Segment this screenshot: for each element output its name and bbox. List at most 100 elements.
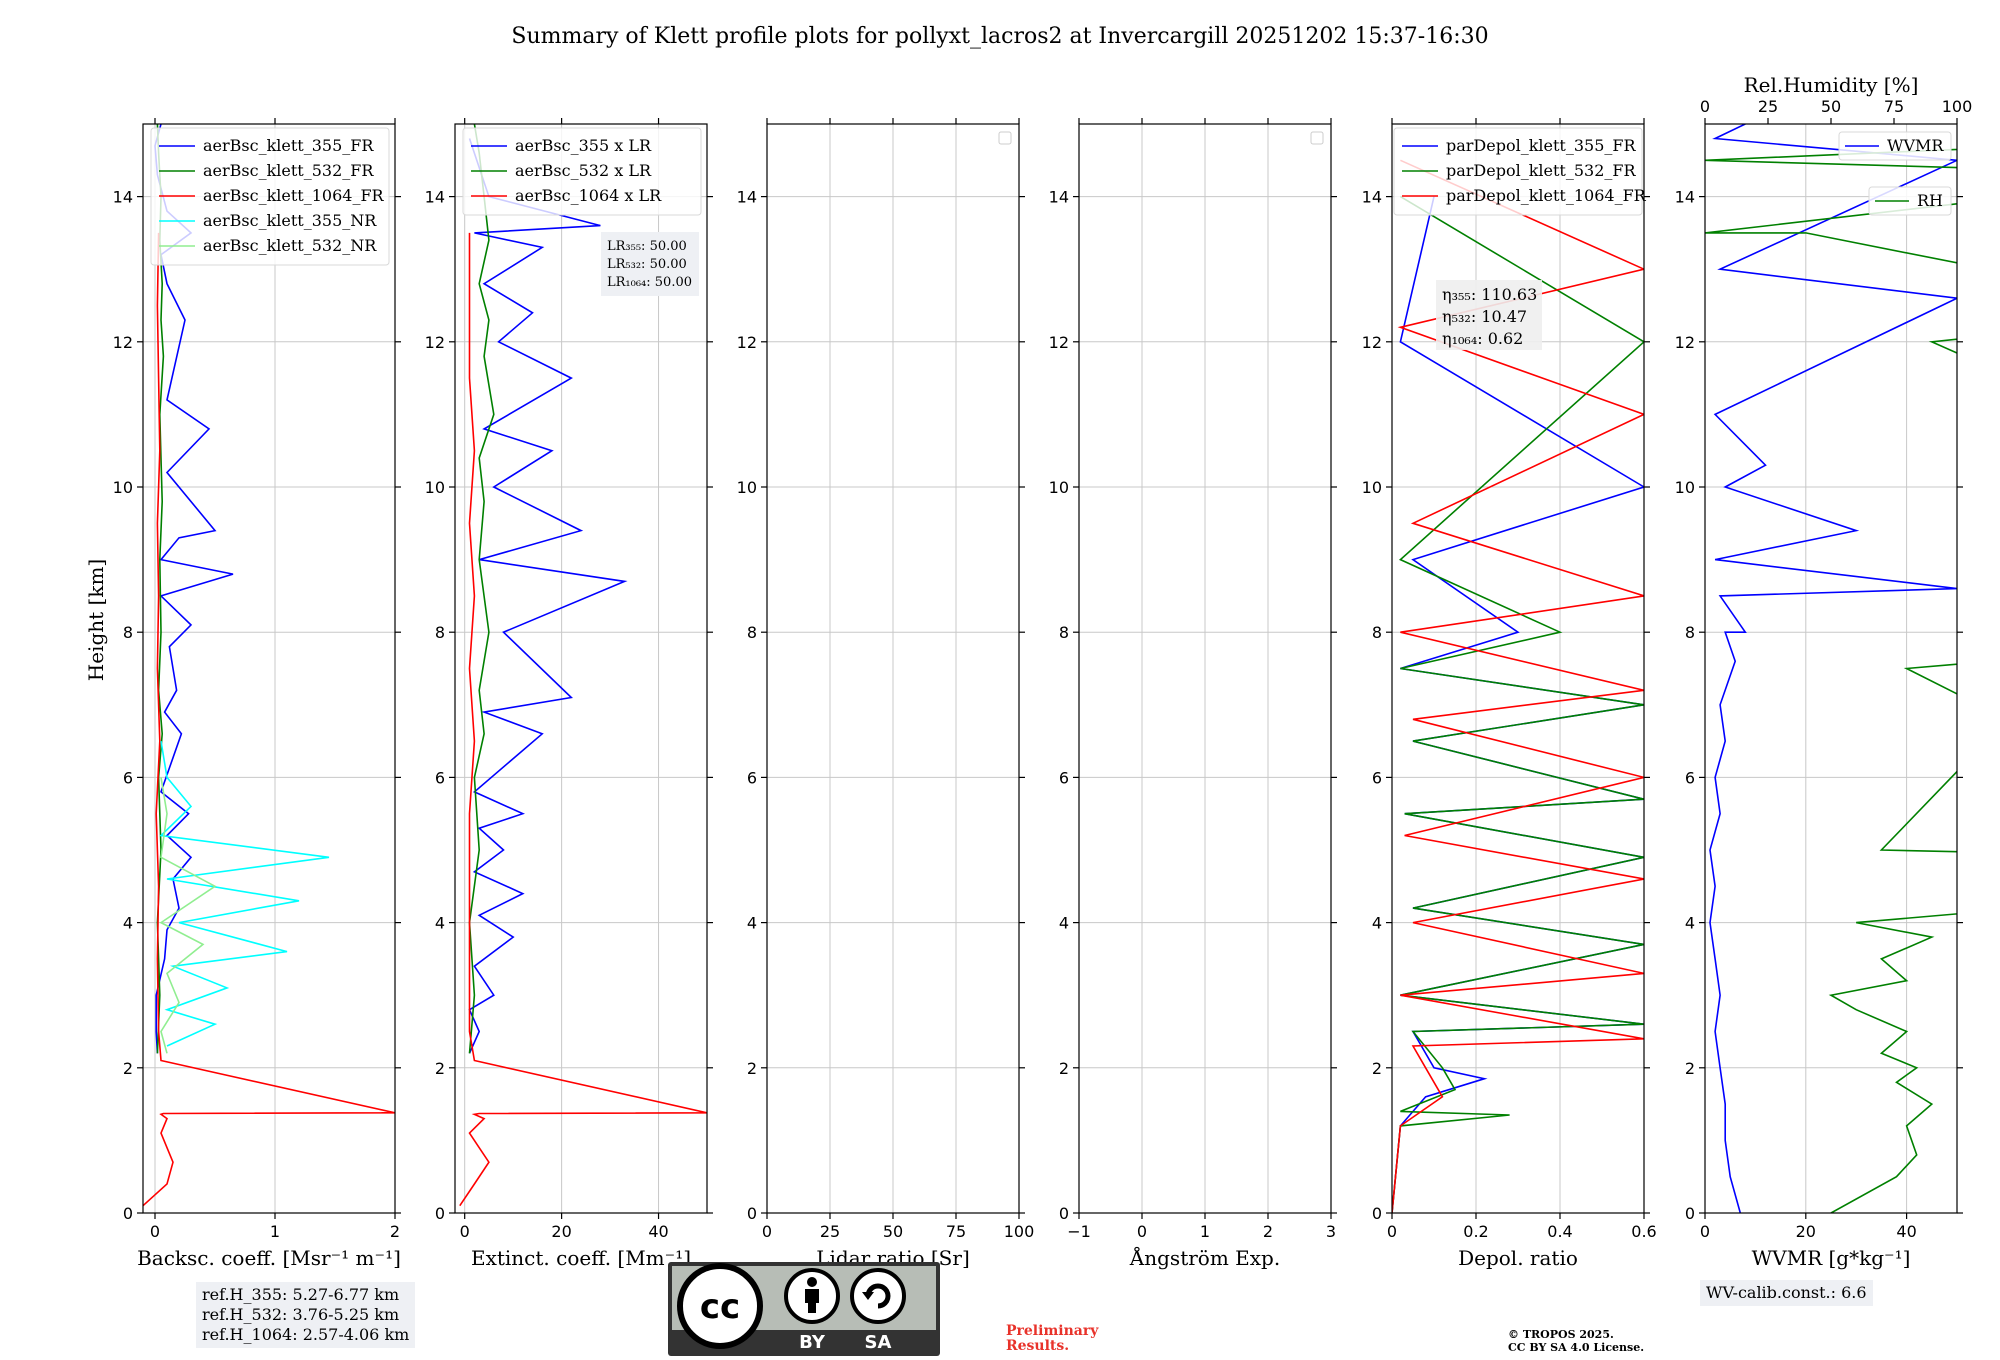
- y-tick-label-ext: 0: [435, 1204, 445, 1223]
- empty-legend-ang: [1310, 131, 1324, 145]
- cc-license-badge[interactable]: cc BY SA: [668, 1262, 940, 1356]
- y-tick-label-dep: 14: [1362, 188, 1382, 207]
- lidar-ratio-text: LR₅₃₂: 50.00: [607, 257, 687, 272]
- legend-label-aerBsc_klett_532_FR: aerBsc_klett_532_FR: [203, 161, 374, 180]
- y-tick-label-wv: 10: [1675, 478, 1695, 497]
- y-tick-label-ext: 4: [435, 914, 445, 933]
- x-tick-label-bsc: 2: [390, 1222, 400, 1241]
- legend-label-aerBsc_klett_355_FR: aerBsc_klett_355_FR: [203, 136, 374, 155]
- top-x-tick-label-wv: 75: [1884, 97, 1904, 116]
- x-tick-label-ang: 2: [1263, 1222, 1273, 1241]
- ref-height-532: ref.H_532: 3.76-5.25 km: [202, 1305, 400, 1324]
- series-aerBsc_532 x LR: [468, 124, 495, 1054]
- y-tick-label-lr: 12: [737, 333, 757, 352]
- reference-heights-box: ref.H_355: 5.27-6.77 km ref.H_532: 3.76-…: [196, 1282, 416, 1348]
- legend-label-RH: RH: [1917, 191, 1943, 210]
- top-x-tick-label-wv: 25: [1758, 97, 1778, 116]
- x-axis-label-ang: Ångström Exp.: [1129, 1245, 1280, 1270]
- axes-frame-dep: [1391, 123, 1645, 1214]
- legend-RH: RH: [1868, 186, 1952, 216]
- legend-label-parDepol_klett_1064_FR: parDepol_klett_1064_FR: [1446, 186, 1647, 205]
- lidar-ratio-annotation: LR₃₅₅: 50.00 LR₅₃₂: 50.00 LR₁₀₆₄: 50.00: [601, 232, 699, 296]
- x-axis-label-ext: Extinct. coeff. [Mm⁻¹]: [471, 1246, 691, 1270]
- y-tick-label-bsc: 10: [113, 478, 133, 497]
- x-axis-label-dep: Depol. ratio: [1458, 1246, 1578, 1270]
- y-tick-label-bsc: 6: [123, 768, 133, 787]
- eta-text: η₅₃₂: 10.47: [1442, 307, 1527, 326]
- axes-frame-bsc: [142, 123, 396, 1214]
- eta-text: η₃₅₅: 110.63: [1442, 285, 1537, 304]
- cc-logo-text: cc: [700, 1287, 740, 1327]
- y-tick-label-ext: 6: [435, 768, 445, 787]
- legend-label-WVMR: WVMR: [1887, 136, 1944, 155]
- legend-box-dep: [1393, 127, 1643, 216]
- by-label: BY: [799, 1332, 826, 1353]
- y-tick-label-wv: 12: [1675, 333, 1695, 352]
- lidar-ratio-box: [601, 232, 699, 296]
- x-tick-label-ang: 0: [1137, 1222, 1147, 1241]
- x-tick-label-lr: 0: [762, 1222, 772, 1241]
- y-tick-label-ang: 8: [1059, 623, 1069, 642]
- legend-label-aerBsc_532 x LR: aerBsc_532 x LR: [515, 161, 652, 180]
- y-tick-label-dep: 4: [1372, 914, 1382, 933]
- legend-ext: aerBsc_355 x LR aerBsc_532 x LR aerBsc_106…: [462, 127, 702, 216]
- lidar-ratio-text: LR₃₅₅: 50.00: [607, 239, 687, 254]
- x-tick-label-wv: 40: [1896, 1222, 1916, 1241]
- y-tick-label-ext: 10: [425, 478, 445, 497]
- x-tick-label-ext: 20: [551, 1222, 571, 1241]
- series-aerBsc_klett_1064_FR: [143, 232, 395, 1207]
- y-tick-label-dep: 6: [1372, 768, 1382, 787]
- x-tick-label-ang: 1: [1200, 1222, 1210, 1241]
- y-tick-label-ang: 10: [1049, 478, 1069, 497]
- y-tick-label-ang: 14: [1049, 188, 1069, 207]
- y-tick-label-lr: 0: [747, 1204, 757, 1223]
- y-tick-label-wv: 6: [1685, 768, 1695, 787]
- panel-dep: 0 0.2 0.4 0.6 0 2 4 6 8 10 12 14 Depol. ratio parDepo…: [1362, 118, 1657, 1270]
- copyright-note: © TROPOS 2025. CC BY SA 4.0 License.: [1508, 1328, 1645, 1354]
- axes-frame-ext: [454, 123, 708, 1214]
- legend-WVMR: WVMR: [1838, 131, 1952, 161]
- series-aerBsc_355 x LR: [468, 138, 628, 1054]
- legend-label-aerBsc_klett_1064_FR: aerBsc_klett_1064_FR: [203, 186, 385, 205]
- series-aerBsc_klett_532_NR: [159, 777, 217, 1054]
- x-tick-label-dep: 0.4: [1547, 1222, 1572, 1241]
- x-tick-label-dep: 0: [1387, 1222, 1397, 1241]
- x-tick-label-bsc: 1: [270, 1222, 280, 1241]
- legend-label-aerBsc_klett_532_NR: aerBsc_klett_532_NR: [203, 236, 377, 255]
- y-tick-label-lr: 6: [747, 768, 757, 787]
- y-tick-label-ang: 0: [1059, 1204, 1069, 1223]
- ref-height-1064: ref.H_1064: 2.57-4.06 km: [202, 1325, 410, 1344]
- sa-label: SA: [865, 1332, 892, 1353]
- axes-frame-wv: [1704, 123, 1958, 1214]
- y-tick-label-lr: 2: [747, 1059, 757, 1078]
- y-tick-label-wv: 2: [1685, 1059, 1695, 1078]
- y-tick-label-wv: 8: [1685, 623, 1695, 642]
- series-aerBsc_klett_355_NR: [159, 740, 330, 1047]
- top-x-tick-label-wv: 0: [1700, 97, 1710, 116]
- wv-calibration-box: WV-calib.const.: 6.6: [1700, 1280, 1873, 1306]
- top-x-tick-label-wv: 100: [1942, 97, 1973, 116]
- top-x-tick-label-wv: 50: [1821, 97, 1841, 116]
- preliminary-results-note: Preliminary Results.: [1006, 1323, 1099, 1354]
- y-tick-label-bsc: 2: [123, 1059, 133, 1078]
- x-tick-label-lr: 100: [1004, 1222, 1035, 1241]
- y-tick-label-ext: 12: [425, 333, 445, 352]
- legend-label-parDepol_klett_532_FR: parDepol_klett_532_FR: [1446, 161, 1637, 180]
- cc-logo-icon: [677, 1263, 763, 1349]
- ref-height-355: ref.H_355: 5.27-6.77 km: [202, 1285, 400, 1304]
- legend-box-bsc: [150, 127, 390, 266]
- x-tick-label-dep: 0.2: [1463, 1222, 1488, 1241]
- y-tick-label-dep: 2: [1372, 1059, 1382, 1078]
- x-axis-label-wv: WVMR [g*kg⁻¹]: [1752, 1246, 1911, 1270]
- y-tick-label-dep: 8: [1372, 623, 1382, 642]
- legend-box-ext: [462, 127, 702, 216]
- legend-dep: parDepol_klett_355_FR parDepol_klett_532_…: [1393, 127, 1647, 216]
- y-tick-label-wv: 0: [1685, 1204, 1695, 1223]
- x-tick-label-ang: −1: [1067, 1222, 1091, 1241]
- y-tick-label-ext: 8: [435, 623, 445, 642]
- legend-box-RH: [1868, 186, 1952, 216]
- x-tick-label-ang: 3: [1326, 1222, 1336, 1241]
